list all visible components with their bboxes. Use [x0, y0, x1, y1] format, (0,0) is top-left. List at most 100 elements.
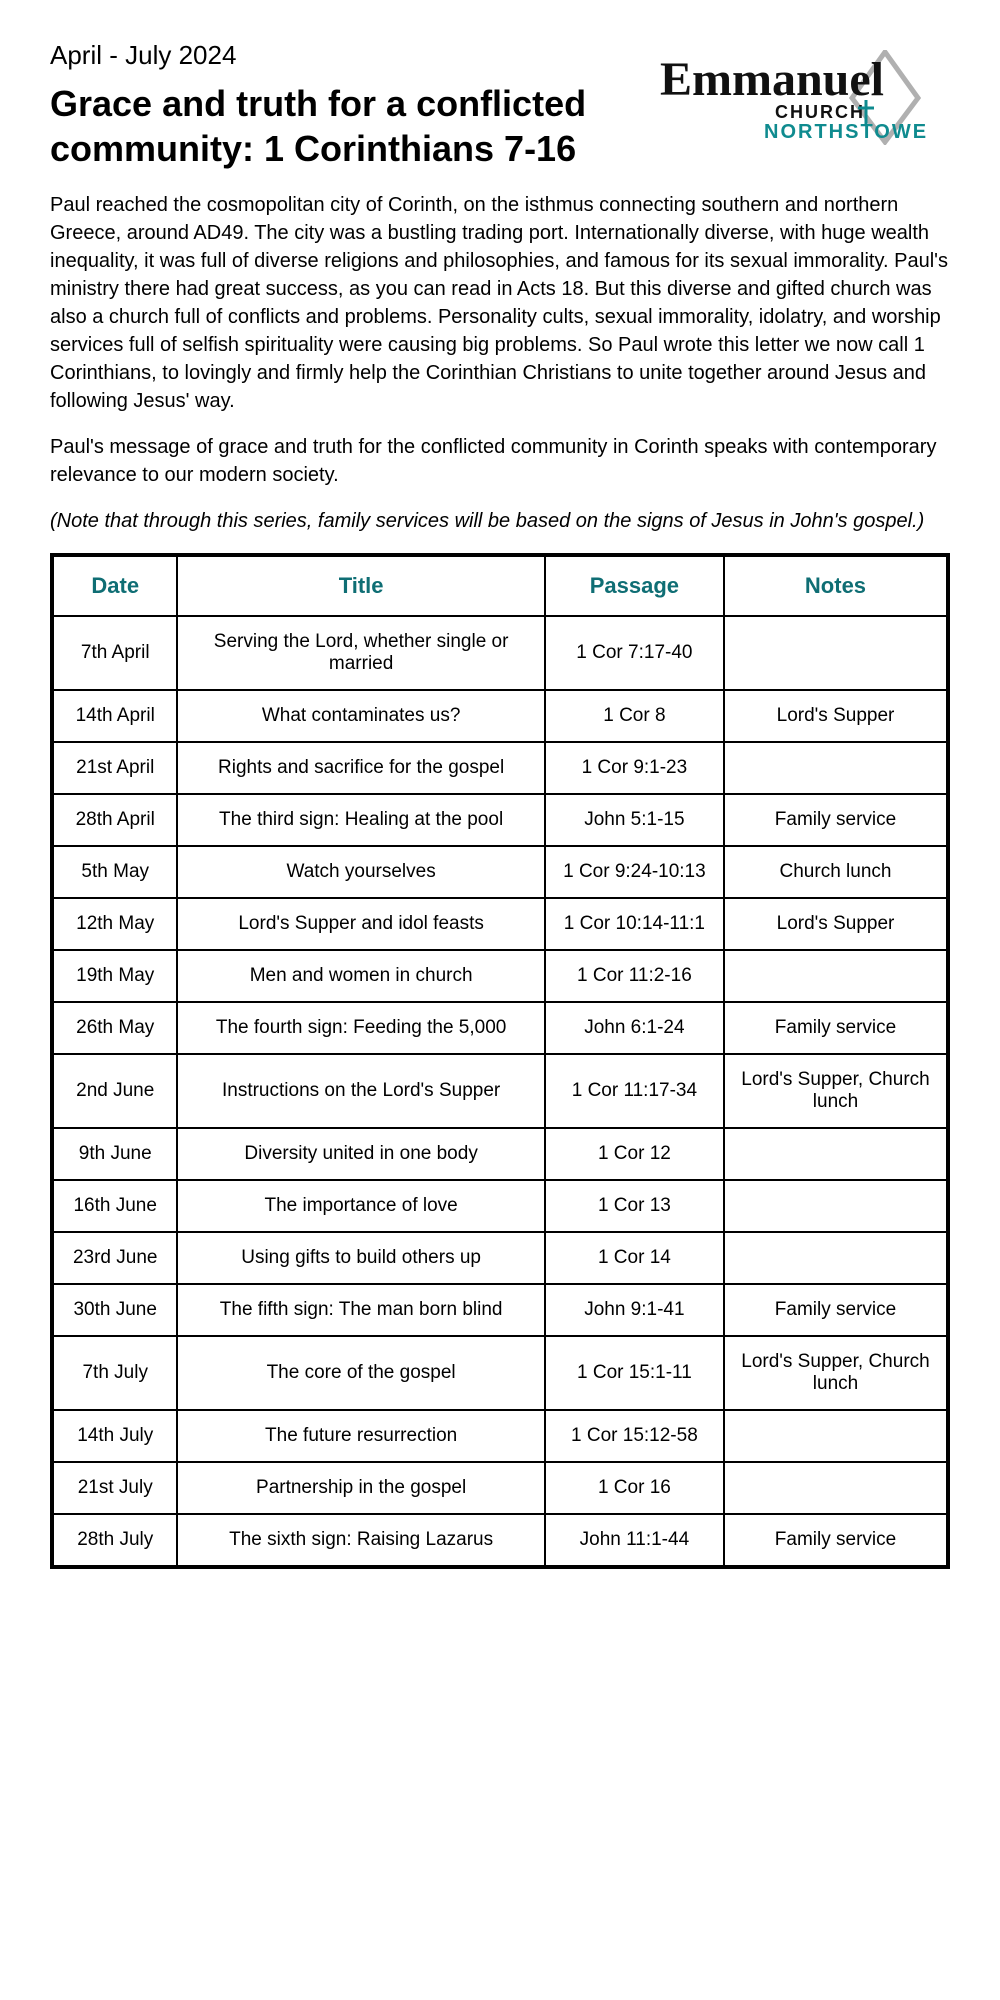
- table-row: 23rd JuneUsing gifts to build others up1…: [52, 1232, 948, 1284]
- cell-date: 21st April: [52, 742, 177, 794]
- cell-notes: [724, 1128, 948, 1180]
- cell-title: What contaminates us?: [177, 690, 544, 742]
- table-header-row: Date Title Passage Notes: [52, 555, 948, 616]
- cell-passage: 1 Cor 9:1-23: [545, 742, 724, 794]
- cell-date: 30th June: [52, 1284, 177, 1336]
- cell-title: Using gifts to build others up: [177, 1232, 544, 1284]
- cell-date: 7th April: [52, 616, 177, 690]
- cell-title: The importance of love: [177, 1180, 544, 1232]
- cell-notes: Lord's Supper, Church lunch: [724, 1336, 948, 1410]
- header: April - July 2024 Grace and truth for a …: [50, 40, 950, 171]
- table-row: 7th AprilServing the Lord, whether singl…: [52, 616, 948, 690]
- cell-notes: [724, 742, 948, 794]
- cell-title: The future resurrection: [177, 1410, 544, 1462]
- cell-passage: John 11:1-44: [545, 1514, 724, 1567]
- cell-date: 28th July: [52, 1514, 177, 1567]
- cell-title: The core of the gospel: [177, 1336, 544, 1410]
- cell-passage: John 9:1-41: [545, 1284, 724, 1336]
- table-row: 26th MayThe fourth sign: Feeding the 5,0…: [52, 1002, 948, 1054]
- cell-passage: 1 Cor 14: [545, 1232, 724, 1284]
- cell-date: 7th July: [52, 1336, 177, 1410]
- cell-title: Instructions on the Lord's Supper: [177, 1054, 544, 1128]
- cell-passage: 1 Cor 15:12-58: [545, 1410, 724, 1462]
- cell-title: Men and women in church: [177, 950, 544, 1002]
- table-row: 16th JuneThe importance of love1 Cor 13: [52, 1180, 948, 1232]
- cell-title: The fifth sign: The man born blind: [177, 1284, 544, 1336]
- cell-date: 16th June: [52, 1180, 177, 1232]
- cell-notes: [724, 616, 948, 690]
- page-title: Grace and truth for a conflicted communi…: [50, 81, 640, 171]
- intro-paragraph-1: Paul reached the cosmopolitan city of Co…: [50, 191, 950, 415]
- cell-title: The fourth sign: Feeding the 5,000: [177, 1002, 544, 1054]
- table-row: 9th JuneDiversity united in one body1 Co…: [52, 1128, 948, 1180]
- intro-section: Paul reached the cosmopolitan city of Co…: [50, 191, 950, 535]
- svg-text:NORTHSTOWE: NORTHSTOWE: [764, 121, 928, 143]
- table-row: 19th MayMen and women in church1 Cor 11:…: [52, 950, 948, 1002]
- table-row: 14th JulyThe future resurrection1 Cor 15…: [52, 1410, 948, 1462]
- cell-date: 9th June: [52, 1128, 177, 1180]
- cell-date: 14th July: [52, 1410, 177, 1462]
- cell-title: Diversity united in one body: [177, 1128, 544, 1180]
- cell-title: Serving the Lord, whether single or marr…: [177, 616, 544, 690]
- cell-date: 2nd June: [52, 1054, 177, 1128]
- cell-notes: [724, 1180, 948, 1232]
- cell-date: 23rd June: [52, 1232, 177, 1284]
- svg-text:CHURCH: CHURCH: [775, 102, 865, 122]
- cell-notes: Lord's Supper: [724, 690, 948, 742]
- cell-title: The third sign: Healing at the pool: [177, 794, 544, 846]
- cell-date: 26th May: [52, 1002, 177, 1054]
- cell-notes: Family service: [724, 1514, 948, 1567]
- table-row: 2nd JuneInstructions on the Lord's Suppe…: [52, 1054, 948, 1128]
- intro-note: (Note that through this series, family s…: [50, 507, 950, 535]
- cell-passage: 1 Cor 16: [545, 1462, 724, 1514]
- cell-passage: 1 Cor 9:24-10:13: [545, 846, 724, 898]
- table-row: 21st JulyPartnership in the gospel1 Cor …: [52, 1462, 948, 1514]
- cell-notes: [724, 950, 948, 1002]
- schedule-table: Date Title Passage Notes 7th AprilServin…: [50, 553, 950, 1569]
- table-row: 30th JuneThe fifth sign: The man born bl…: [52, 1284, 948, 1336]
- cell-passage: 1 Cor 10:14-11:1: [545, 898, 724, 950]
- cell-date: 28th April: [52, 794, 177, 846]
- cell-notes: Lord's Supper: [724, 898, 948, 950]
- table-row: 7th JulyThe core of the gospel1 Cor 15:1…: [52, 1336, 948, 1410]
- table-row: 21st AprilRights and sacrifice for the g…: [52, 742, 948, 794]
- cell-title: Partnership in the gospel: [177, 1462, 544, 1514]
- cell-date: 21st July: [52, 1462, 177, 1514]
- cell-date: 19th May: [52, 950, 177, 1002]
- header-title: Title: [177, 555, 544, 616]
- intro-paragraph-2: Paul's message of grace and truth for th…: [50, 433, 950, 489]
- date-range: April - July 2024: [50, 40, 640, 71]
- cell-passage: John 5:1-15: [545, 794, 724, 846]
- cell-date: 5th May: [52, 846, 177, 898]
- cell-passage: 1 Cor 8: [545, 690, 724, 742]
- cell-title: Lord's Supper and idol feasts: [177, 898, 544, 950]
- table-row: 12th MayLord's Supper and idol feasts1 C…: [52, 898, 948, 950]
- cell-date: 14th April: [52, 690, 177, 742]
- cell-notes: Lord's Supper, Church lunch: [724, 1054, 948, 1128]
- cell-passage: 1 Cor 7:17-40: [545, 616, 724, 690]
- table-row: 28th AprilThe third sign: Healing at the…: [52, 794, 948, 846]
- header-text: April - July 2024 Grace and truth for a …: [50, 40, 640, 171]
- cell-notes: Church lunch: [724, 846, 948, 898]
- cell-notes: [724, 1462, 948, 1514]
- table-row: 14th AprilWhat contaminates us?1 Cor 8Lo…: [52, 690, 948, 742]
- cell-notes: [724, 1232, 948, 1284]
- cell-passage: 1 Cor 15:1-11: [545, 1336, 724, 1410]
- cell-passage: 1 Cor 11:2-16: [545, 950, 724, 1002]
- table-row: 28th JulyThe sixth sign: Raising Lazarus…: [52, 1514, 948, 1567]
- header-passage: Passage: [545, 555, 724, 616]
- cell-passage: 1 Cor 12: [545, 1128, 724, 1180]
- cell-title: Watch yourselves: [177, 846, 544, 898]
- cell-passage: 1 Cor 11:17-34: [545, 1054, 724, 1128]
- church-logo: Emmanuel CHURCH NORTHSTOWE: [660, 50, 950, 150]
- cell-notes: [724, 1410, 948, 1462]
- cell-title: Rights and sacrifice for the gospel: [177, 742, 544, 794]
- svg-text:Emmanuel: Emmanuel: [660, 53, 884, 106]
- cell-notes: Family service: [724, 1002, 948, 1054]
- cell-notes: Family service: [724, 794, 948, 846]
- cell-date: 12th May: [52, 898, 177, 950]
- header-notes: Notes: [724, 555, 948, 616]
- cell-notes: Family service: [724, 1284, 948, 1336]
- table-row: 5th MayWatch yourselves1 Cor 9:24-10:13C…: [52, 846, 948, 898]
- cell-passage: John 6:1-24: [545, 1002, 724, 1054]
